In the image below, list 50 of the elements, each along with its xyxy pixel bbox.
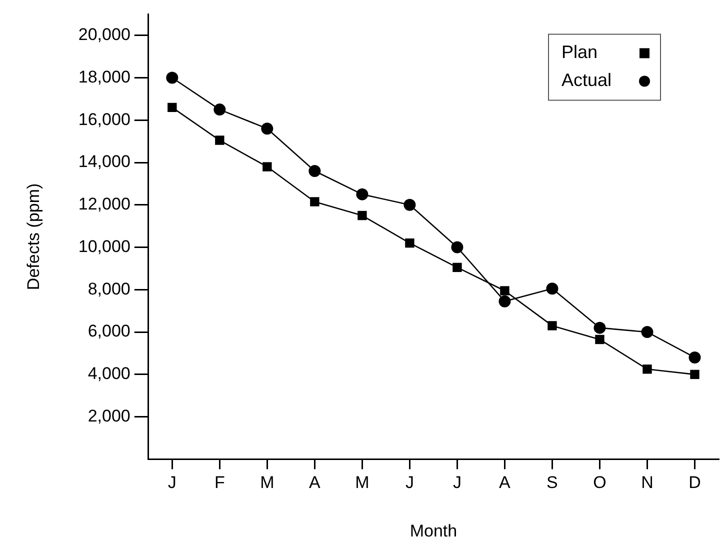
- point: [641, 326, 654, 338]
- y-tick-label: 2,000: [88, 406, 130, 426]
- point: [261, 122, 274, 135]
- x-tick-label: J: [168, 473, 176, 492]
- y-tick-label: 20,000: [78, 25, 130, 44]
- point: [215, 136, 224, 145]
- x-tick-label: J: [452, 473, 462, 492]
- point: [405, 238, 414, 248]
- x-tick-label: M: [260, 473, 274, 492]
- point: [498, 295, 511, 308]
- y-tick-label: 18,000: [78, 67, 130, 86]
- x-tick-label: O: [593, 473, 606, 492]
- y-tick-label: 16,000: [78, 110, 130, 129]
- y-axis-title: Defects (ppm): [24, 183, 43, 290]
- point: [214, 104, 226, 116]
- point: [595, 334, 604, 344]
- x-tick-label: A: [309, 473, 322, 492]
- point: [356, 188, 368, 200]
- point: [690, 370, 700, 380]
- point: [404, 198, 416, 211]
- point: [166, 72, 178, 84]
- x-tick-label: M: [355, 473, 370, 492]
- x-tick-label: A: [499, 473, 512, 492]
- legend-label: Actual: [562, 70, 612, 90]
- point: [451, 241, 464, 254]
- point: [500, 286, 510, 296]
- x-axis-title: Month: [410, 521, 458, 540]
- y-tick-label: 12,000: [78, 194, 130, 214]
- legend-label: Plan: [562, 42, 598, 62]
- x-tick-label: S: [546, 473, 558, 492]
- point: [308, 165, 321, 178]
- x-tick-label: F: [214, 473, 225, 492]
- point: [546, 282, 558, 295]
- point: [310, 197, 320, 206]
- point: [594, 322, 606, 334]
- point: [688, 351, 701, 364]
- y-tick-label: 14,000: [78, 152, 130, 172]
- point: [358, 210, 367, 220]
- x-tick-label: J: [405, 473, 414, 492]
- point: [168, 102, 177, 112]
- point: [452, 262, 462, 272]
- point: [642, 364, 652, 374]
- x-tick-label: D: [688, 473, 701, 492]
- point: [548, 321, 557, 330]
- y-tick-label: 4,000: [88, 364, 130, 384]
- y-tick-label: 10,000: [78, 236, 130, 256]
- point: [262, 162, 272, 172]
- y-tick-label: 6,000: [88, 322, 130, 341]
- x-tick-label: N: [641, 473, 654, 492]
- y-tick-label: 8,000: [88, 279, 130, 298]
